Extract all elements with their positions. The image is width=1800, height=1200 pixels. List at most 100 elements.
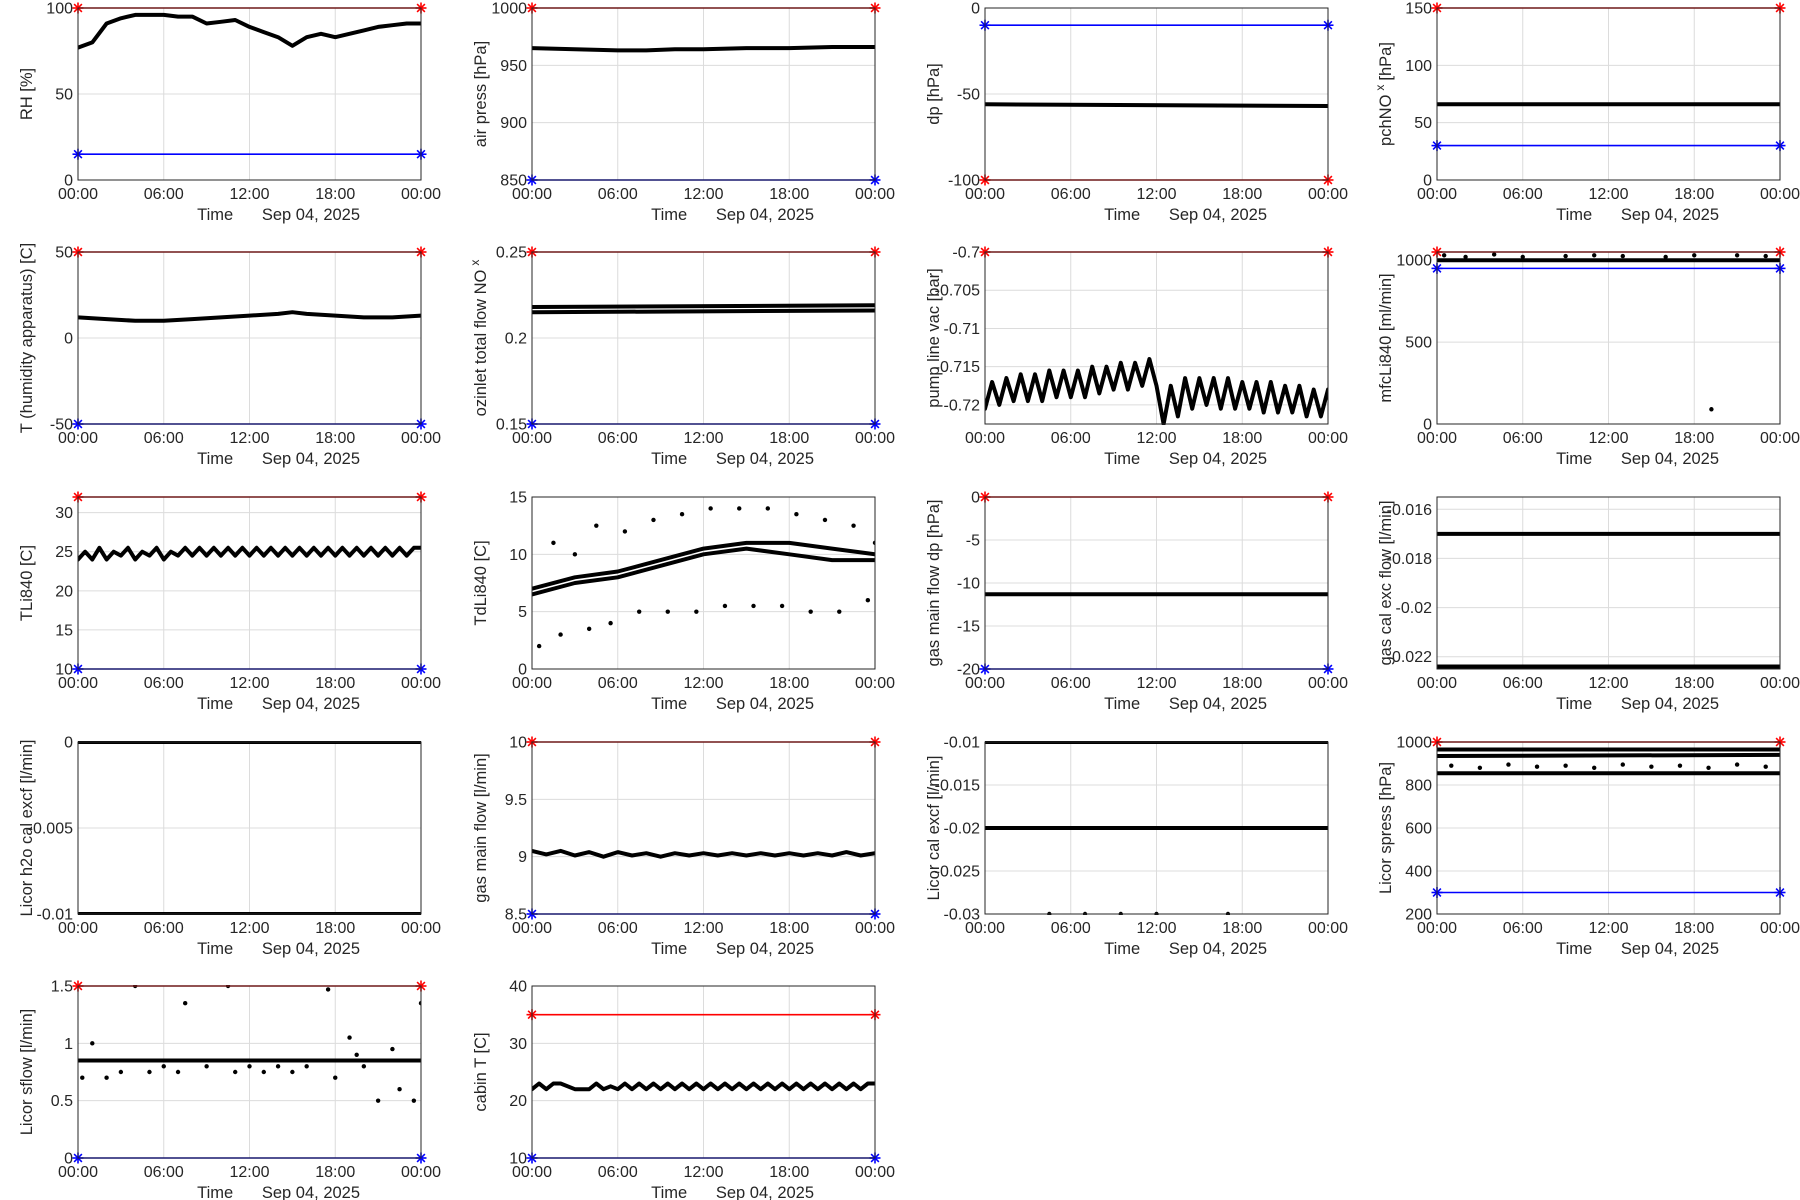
data-point (1441, 253, 1447, 258)
x-tick-label: 00:00 (401, 920, 441, 937)
data-point (1620, 762, 1625, 767)
data-point (636, 609, 642, 614)
data-point (822, 517, 828, 523)
axes-frame (984, 251, 1329, 425)
y-tick-label: 0 (1423, 173, 1432, 190)
data-point (837, 609, 842, 614)
x-tick-label: 06:00 (1503, 675, 1543, 692)
data-point (1592, 765, 1597, 770)
y-tick-label: -0.016 (1387, 502, 1432, 519)
chart-gas_main_flow_dp: -20 -15 -10 -5 0 00:00 06:00 12:00 18:00 00:00 Tim… (925, 490, 1348, 714)
x-tick-label: 00:00 (58, 1164, 98, 1181)
chart-t_humidity: -50 0 50 00:00 06:00 12:00 18:00 00:00 Time Sep 0… (18, 243, 441, 468)
y-tick-label: -0.01 (944, 735, 981, 752)
x-tick-label: 00:00 (512, 1164, 552, 1181)
x-tick-label: 18:00 (1674, 920, 1714, 937)
data-point (722, 603, 728, 609)
x-axis-label: Time (1104, 450, 1140, 468)
chart-air_press: 850 900 950 1000 00:00 06:00 12:00 18:00 00:00 Ti… (472, 1, 895, 225)
y-tick-label: 20 (55, 583, 73, 600)
data-point (1491, 252, 1497, 257)
chart-cabin_t: 10 20 30 40 00:00 06:00 12:00 18:00 00:00 Time Sep… (472, 979, 895, 1200)
data-point (865, 598, 871, 603)
x-tick-label: 00:00 (512, 430, 552, 447)
x-axis-label: Time (1556, 450, 1592, 468)
plot-area (1437, 252, 1780, 412)
x-tick-label: 06:00 (144, 675, 184, 692)
x-tick-label: 00:00 (965, 920, 1005, 937)
date-label: Sep 04, 2025 (716, 206, 814, 224)
y-tick-label: -0.025 (935, 864, 980, 881)
y-tick-label: 0.15 (496, 417, 527, 434)
date-label: Sep 04, 2025 (1169, 940, 1267, 958)
y-tick-label: 5 (518, 604, 527, 621)
y-axis-label: gas cal exc flow [l/min] (1377, 500, 1395, 665)
y-tick-label: 0 (518, 662, 527, 679)
y-tick-label: 50 (55, 87, 73, 104)
x-axis-label: Time (1556, 695, 1592, 713)
date-label: Sep 04, 2025 (716, 695, 814, 713)
x-tick-label: 12:00 (1588, 920, 1628, 937)
axes-frame (531, 7, 876, 181)
gridlines (532, 7, 875, 181)
y-tick-label: 100 (46, 1, 73, 18)
data-point (275, 1064, 281, 1069)
y-axis-label: TdLi840 [C] (472, 540, 490, 625)
plot-area (78, 545, 421, 562)
date-label: Sep 04, 2025 (716, 940, 814, 958)
x-tick-label: 00:00 (1760, 186, 1800, 203)
y-tick-label: 10 (55, 662, 73, 679)
y-tick-label: 15 (55, 622, 73, 639)
x-tick-label: 00:00 (1417, 430, 1457, 447)
y-tick-label: -0.018 (1387, 551, 1432, 568)
x-tick-label: 06:00 (1051, 430, 1091, 447)
y-axis-label-unit: [hPa] (1377, 42, 1395, 81)
y-tick-label: 0 (64, 1151, 73, 1168)
data-point (361, 1064, 367, 1069)
date-label: Sep 04, 2025 (1169, 450, 1267, 468)
y-tick-label: 1000 (1396, 735, 1432, 752)
y-tick-label: -15 (957, 619, 980, 636)
x-tick-label: 06:00 (144, 1164, 184, 1181)
x-tick-label: 12:00 (1588, 675, 1628, 692)
x-tick-label: 12:00 (683, 430, 723, 447)
chart-licor_h2o_cal_excf: -0.01 -0.005 0 00:00 06:00 12:00 18:00 00:00 Tim… (18, 735, 441, 959)
data-point (304, 1064, 309, 1069)
y-axis-label: cabin T [C] (472, 1032, 490, 1111)
chart-gas_main_flow: 8.5 9 9.5 10 00:00 06:00 12:00 18:00 00:00 Time Se… (472, 735, 895, 959)
x-tick-label: 12:00 (1136, 920, 1176, 937)
data-point (536, 643, 542, 649)
x-tick-label: 00:00 (855, 430, 895, 447)
x-tick-label: 00:00 (1760, 430, 1800, 447)
date-label: Sep 04, 2025 (1621, 206, 1719, 224)
y-tick-label: 0.25 (496, 245, 527, 262)
x-axis-label: Time (1556, 206, 1592, 224)
x-tick-label: 00:00 (1308, 430, 1348, 447)
data-point (411, 1098, 417, 1103)
data-series-1 (78, 12, 421, 50)
data-point (708, 506, 713, 511)
y-tick-label: -0.705 (935, 283, 980, 300)
date-label: Sep 04, 2025 (1621, 695, 1719, 713)
gridlines (1437, 741, 1780, 915)
y-axis-label: pchNOx[hPa] (1373, 42, 1395, 146)
data-point (694, 609, 699, 614)
x-tick-label: 12:00 (1136, 675, 1176, 692)
data-point (325, 987, 331, 992)
chart-licor_cal_excf: -0.03 -0.025 -0.02 -0.015 -0.01 00:00 06:00 12:… (925, 735, 1348, 959)
y-tick-label: 850 (500, 173, 527, 190)
gridlines (1437, 497, 1780, 669)
data-point (90, 1041, 95, 1046)
axes-frame (984, 741, 1329, 915)
y-tick-label: 50 (1414, 115, 1432, 132)
plot-area (532, 506, 875, 649)
x-tick-label: 00:00 (965, 430, 1005, 447)
x-tick-label: 00:00 (1308, 675, 1348, 692)
x-tick-label: 12:00 (683, 920, 723, 937)
data-point (586, 626, 592, 632)
gridlines (532, 741, 875, 915)
axes-frame (531, 251, 876, 425)
data-point (851, 523, 856, 528)
y-tick-label: 40 (509, 979, 527, 996)
